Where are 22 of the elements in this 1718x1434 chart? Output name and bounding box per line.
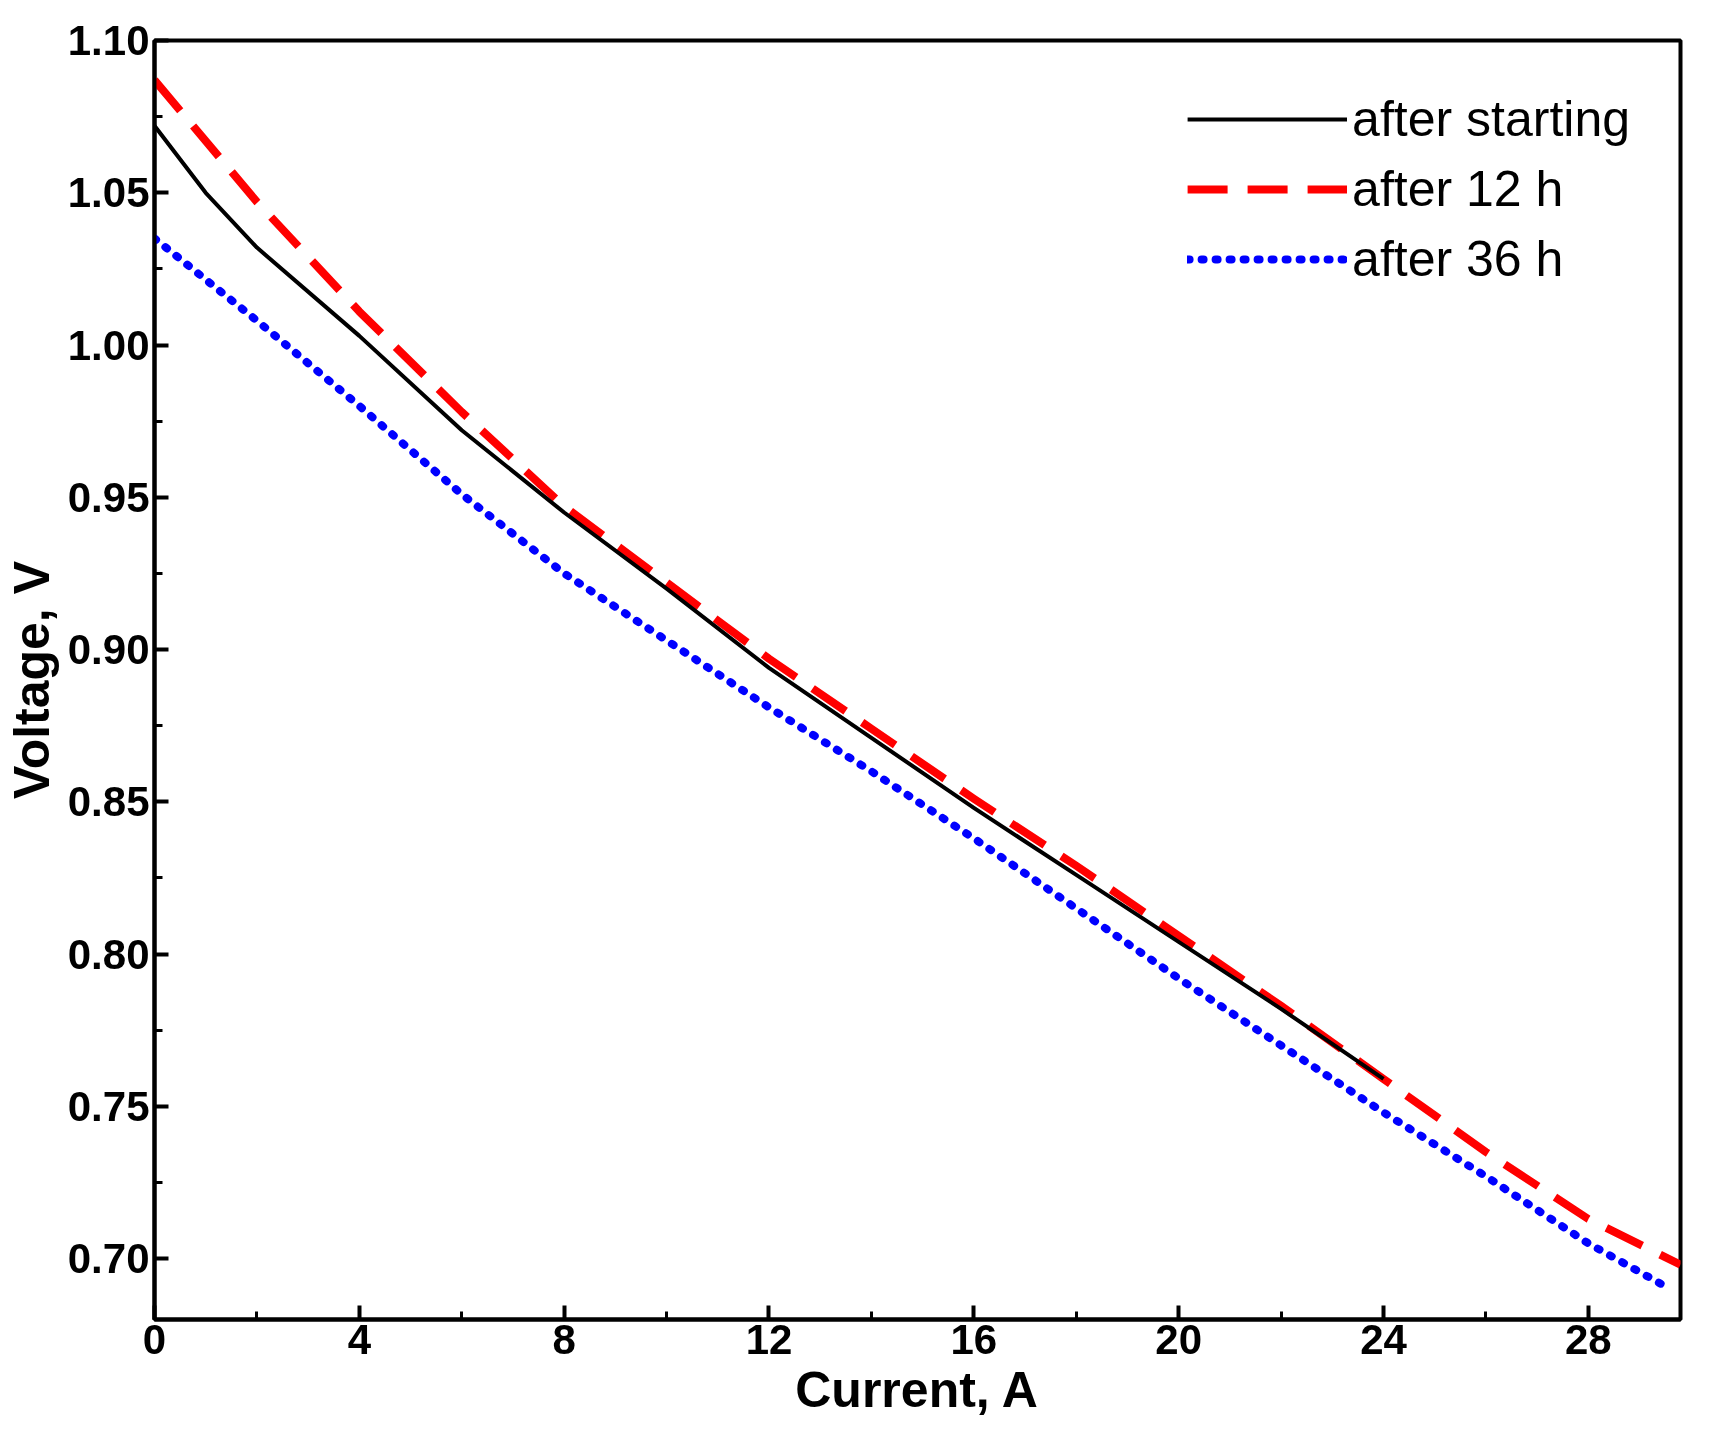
y-tick-label: 0.85 xyxy=(67,778,150,826)
x-tick-label: 20 xyxy=(1155,1315,1203,1363)
y-tick-label: 1.10 xyxy=(67,17,150,64)
x-tick-label: 0 xyxy=(142,1315,167,1363)
y-tick-label: 0.80 xyxy=(67,930,150,978)
legend-label: after starting xyxy=(1352,90,1630,148)
x-axis-title: Current, A xyxy=(795,1361,1038,1418)
x-tick-label: 24 xyxy=(1360,1315,1408,1363)
y-tick-label: 1.00 xyxy=(67,321,150,369)
y-tick-label: 0.95 xyxy=(67,473,150,521)
legend-label: after 12 h xyxy=(1352,160,1564,218)
x-tick-label: 16 xyxy=(950,1315,998,1363)
x-tick-label: 12 xyxy=(745,1315,793,1363)
x-tick-label: 4 xyxy=(347,1315,372,1363)
legend-label: after 36 h xyxy=(1352,230,1564,288)
y-tick-label: 0.90 xyxy=(67,626,150,674)
x-tick-label: 8 xyxy=(552,1315,576,1363)
y-tick-label: 1.05 xyxy=(67,169,150,217)
x-tick-label: 28 xyxy=(1564,1315,1612,1363)
y-tick-label: 0.75 xyxy=(67,1082,150,1130)
y-tick-label: 0.70 xyxy=(67,1235,150,1283)
y-axis-title: Voltage, V xyxy=(3,560,60,800)
